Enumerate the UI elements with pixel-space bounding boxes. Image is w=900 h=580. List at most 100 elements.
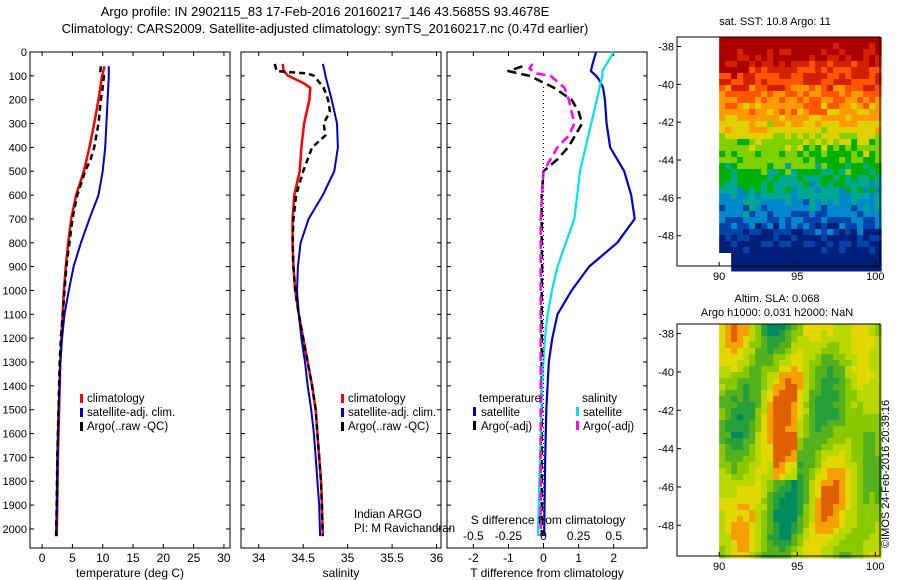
sla-map-cell [845,444,852,451]
sla-map-cell [749,534,756,541]
sst-map-cell [803,133,810,140]
sla-map-cell [869,552,876,559]
sst-map-cell [761,193,768,200]
sst-map-cell [869,181,876,188]
sla-map-cell [749,366,756,373]
sst-map-cell [779,175,786,182]
sst-map-cell [875,223,882,230]
sst-map-cell [779,103,786,110]
sla-map-cell [773,408,780,415]
sla-map-cell [725,354,732,361]
sla-map-cell [791,408,798,415]
sla-map-cell [821,432,828,439]
sst-map-cell [803,253,810,260]
sst-map-cell [731,235,738,242]
sst-map-cell [833,37,840,44]
sst-map-cell [815,79,822,86]
sla-map-cell [749,414,756,421]
sst-map-cell [869,109,876,116]
sst-map-cell [815,115,822,122]
sst-map-cell [845,169,852,176]
sst-map-cell [815,55,822,62]
sst-map-cell [851,139,858,146]
sla-map-cell [731,324,738,331]
sst-map-cell [743,169,750,176]
sst-map-cell [839,121,846,128]
sla-map-cell [773,552,780,559]
sst-map-cell [803,103,810,110]
sst-map-cell [737,49,744,56]
sst-map-cell [875,163,882,170]
sst-map-cell [839,199,846,206]
sla-map-cell [815,474,822,481]
sst-map-cell [803,205,810,212]
sst-map-cell [815,253,822,260]
sla-map-cell [719,390,726,397]
sla-map-cell [869,510,876,517]
sst-map-cell [815,49,822,56]
sst-map-cell [785,151,792,158]
sst-map-cell [725,157,732,164]
sla-map-cell [839,378,846,385]
sla-map-cell [827,420,834,427]
sst-map-cell [749,175,756,182]
sla-map-cell [755,426,762,433]
sla-map-cell [779,450,786,457]
sla-map-cell [761,480,768,487]
sst-map-cell [755,127,762,134]
sla-map-cell [863,504,870,511]
sst-map-cell [815,175,822,182]
sla-map-cell [821,444,828,451]
sla-map-cell [755,474,762,481]
sst-map-cell [803,55,810,62]
sst-map-cell [785,67,792,74]
sla-map-cell [815,534,822,541]
sst-map-cell [827,163,834,170]
sla-map-cell [719,360,726,367]
sla-map-cell [731,510,738,517]
sst-map-cell [785,103,792,110]
sla-map-cell [761,390,768,397]
sla-map-cell [797,354,804,361]
sst-map-cell [833,55,840,62]
sst-map-cell [779,145,786,152]
sla-map-cell [869,396,876,403]
depth-tick-label: 400 [9,142,27,154]
sla-map-cell [839,516,846,523]
sst-map-cell [731,133,738,140]
sst-map-cell [839,145,846,152]
sst-map-cell [773,91,780,98]
sst-map-cell [803,145,810,152]
sla-map-cell [749,324,756,331]
sla-map-cell [803,390,810,397]
sst-map-cell [731,73,738,80]
sst-map-cell [869,43,876,50]
sst-map-cell [761,259,768,266]
sla-map-cell [749,426,756,433]
sla-map-cell [809,396,816,403]
sla-map-cell [875,408,882,415]
sla-map-cell [833,396,840,403]
sst-map-cell [851,55,858,62]
sst-map-cell [773,151,780,158]
sst-map-cell [719,241,726,248]
sst-map-cell [731,211,738,218]
sla-map-cell [779,468,786,475]
sst-map-cell [845,49,852,56]
sst-map-cell [749,211,756,218]
sst-map-cell [815,247,822,254]
sla-map-cell [821,486,828,493]
sla-map-cell [839,354,846,361]
sst-map-cell [767,217,774,224]
sla-map-cell [875,426,882,433]
sla-map-cell [791,378,798,385]
sst-map-cell [827,223,834,230]
sla-map-cell [869,384,876,391]
sal-x-axis-label: salinity [323,566,360,580]
credit-text: ©IMOS 24-Feb-2016 20:39:16 [880,399,892,548]
sla-map-cell [821,420,828,427]
sla-map-cell [827,540,834,547]
sst-map-cell [767,265,774,272]
sla-map-cell [743,450,750,457]
sst-lat-tick-label: -38 [658,41,674,53]
